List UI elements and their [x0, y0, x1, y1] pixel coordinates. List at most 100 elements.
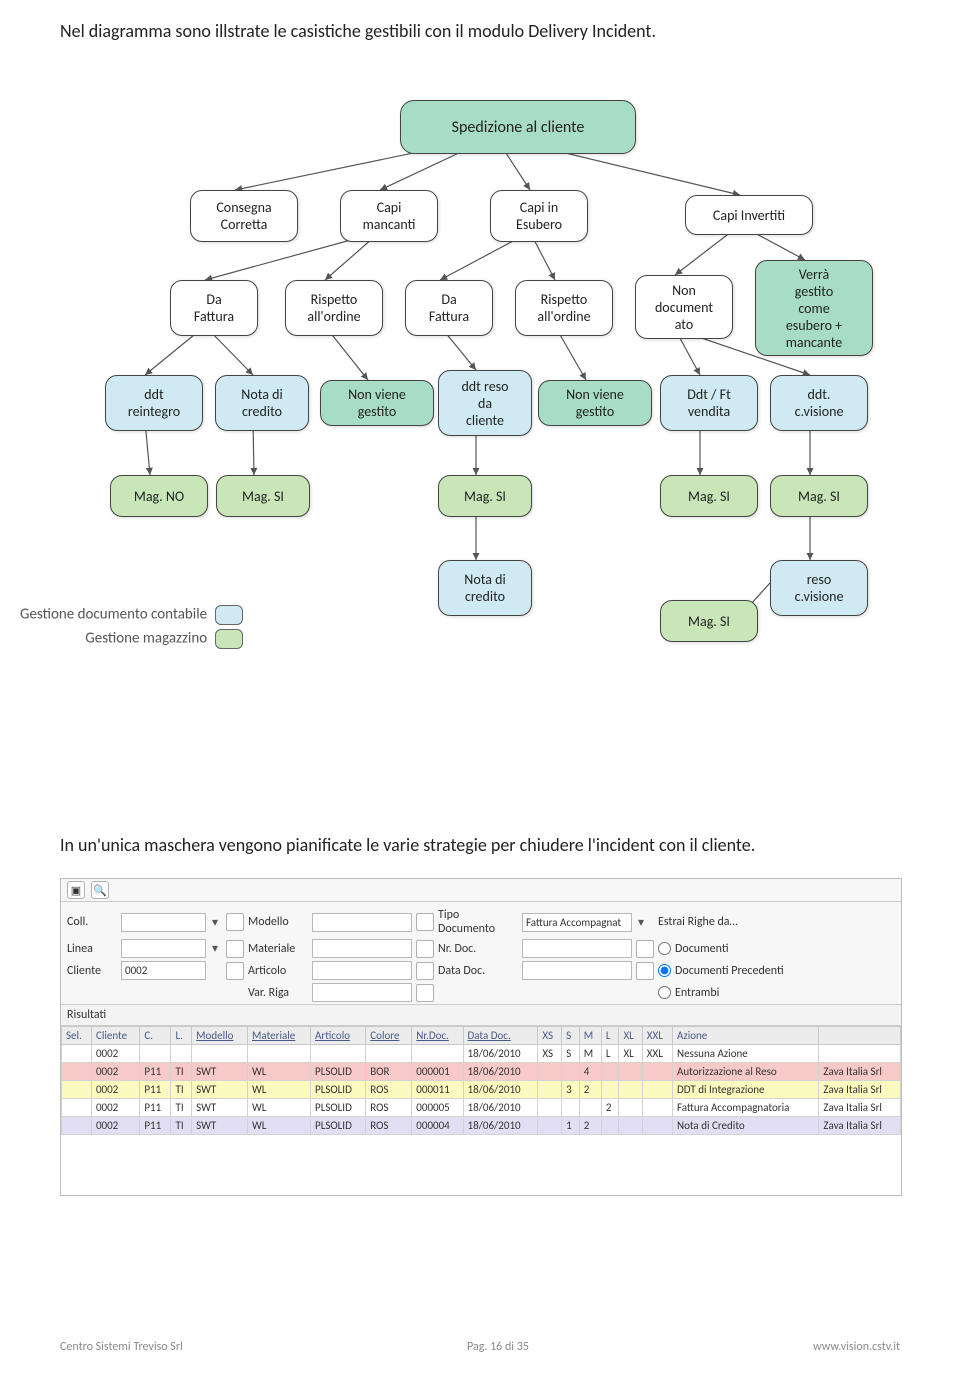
dd-coll[interactable]: ▾: [210, 915, 220, 930]
diagram-node: Capimancanti: [340, 190, 438, 242]
table-cell: DDT di Integrazione: [672, 1081, 818, 1099]
table-cell: [562, 1063, 580, 1081]
ic-datadoc[interactable]: [636, 962, 654, 980]
table-row[interactable]: 0002P11TISWTWLPLSOLIDBOR00000118/06/2010…: [62, 1063, 901, 1081]
diagram-node: Nota dicredito: [215, 375, 309, 431]
diagram-node: Mag. SI: [216, 475, 310, 517]
toolbar-icon-2[interactable]: 🔍: [91, 881, 109, 899]
table-cell: PLSOLID: [311, 1081, 366, 1099]
diagram-node: Mag. NO: [110, 475, 208, 517]
inp-coll[interactable]: [121, 913, 206, 932]
table-cell: TI: [171, 1063, 192, 1081]
inp-datadoc[interactable]: [522, 961, 632, 980]
table-cell: WL: [248, 1099, 311, 1117]
ic-nrdoc[interactable]: [636, 940, 654, 958]
diagram-node: Spedizione al cliente: [400, 100, 636, 154]
ic-coll[interactable]: [226, 913, 244, 931]
inp-tipodoc[interactable]: Fattura Accompagnat: [522, 913, 632, 932]
table-cell: P11: [140, 1117, 171, 1135]
ic-modello[interactable]: [416, 913, 434, 931]
table-cell: [619, 1063, 642, 1081]
inp-materiale[interactable]: [312, 939, 412, 958]
table-cell: [642, 1063, 672, 1081]
col-header[interactable]: [819, 1027, 901, 1045]
ic-linea[interactable]: [226, 940, 244, 958]
risultati-header: Risultati: [61, 1004, 901, 1026]
table-cell: [171, 1045, 192, 1063]
col-header[interactable]: C.: [140, 1027, 171, 1045]
table-cell: [619, 1081, 642, 1099]
table-cell: Nessuna Azione: [672, 1045, 818, 1063]
col-header[interactable]: L.: [171, 1027, 192, 1045]
ic-cliente[interactable]: [226, 962, 244, 980]
table-cell: [601, 1063, 619, 1081]
table-cell: [538, 1081, 562, 1099]
dd-tipodoc[interactable]: ▾: [636, 915, 646, 930]
table-cell: WL: [248, 1081, 311, 1099]
inp-cliente[interactable]: 0002: [121, 961, 206, 980]
inp-linea[interactable]: [121, 939, 206, 958]
table-cell: P11: [140, 1099, 171, 1117]
table-cell: [819, 1045, 901, 1063]
lbl-modello: Modello: [248, 915, 308, 929]
table-cell: 000004: [412, 1117, 463, 1135]
diagram-node: Non vienegestito: [538, 380, 652, 426]
table-cell: [538, 1099, 562, 1117]
col-header[interactable]: Data Doc.: [463, 1027, 538, 1045]
diagram-node: ddt resodacliente: [438, 370, 532, 436]
table-row[interactable]: 0002P11TISWTWLPLSOLIDROS00000518/06/2010…: [62, 1099, 901, 1117]
inp-modello[interactable]: [312, 913, 412, 932]
lbl-coll: Coll.: [67, 915, 117, 929]
lbl-materiale: Materiale: [248, 942, 308, 956]
table-cell: SWT: [192, 1081, 248, 1099]
col-header[interactable]: Nr.Doc.: [412, 1027, 463, 1045]
table-cell: 0002: [91, 1045, 139, 1063]
table-cell: P11: [140, 1063, 171, 1081]
col-header[interactable]: Azione: [672, 1027, 818, 1045]
table-cell: TI: [171, 1117, 192, 1135]
col-header[interactable]: Materiale: [248, 1027, 311, 1045]
col-header[interactable]: S: [562, 1027, 580, 1045]
col-header[interactable]: XXL: [642, 1027, 672, 1045]
ic-varriga[interactable]: [416, 984, 434, 1002]
page-footer: Centro Sistemi Treviso Srl Pag. 16 di 35…: [60, 1340, 900, 1354]
radio-entrambi[interactable]: Entrambi: [658, 986, 895, 1000]
ic-materiale[interactable]: [416, 940, 434, 958]
col-header[interactable]: L: [601, 1027, 619, 1045]
col-header[interactable]: XL: [619, 1027, 642, 1045]
lbl-nrdoc: Nr. Doc.: [438, 942, 518, 956]
lbl-linea: Linea: [67, 942, 117, 956]
dd-linea[interactable]: ▾: [210, 941, 220, 956]
results-table: Sel.ClienteC.L.ModelloMaterialeArticoloC…: [61, 1026, 901, 1135]
radio-documenti-prec[interactable]: Documenti Precedenti: [658, 964, 895, 978]
table-cell: Zava Italia Srl: [819, 1081, 901, 1099]
col-header[interactable]: Modello: [192, 1027, 248, 1045]
table-cell: [538, 1063, 562, 1081]
col-header[interactable]: Cliente: [91, 1027, 139, 1045]
col-header[interactable]: XS: [538, 1027, 562, 1045]
col-header[interactable]: Colore: [366, 1027, 412, 1045]
radio-documenti[interactable]: Documenti: [658, 942, 895, 956]
inp-varriga[interactable]: [312, 983, 412, 1002]
table-cell: P11: [140, 1081, 171, 1099]
table-cell: 000011: [412, 1081, 463, 1099]
table-cell: Zava Italia Srl: [819, 1063, 901, 1081]
table-cell: ROS: [366, 1117, 412, 1135]
table-cell: [62, 1063, 92, 1081]
table-cell: [412, 1045, 463, 1063]
legend-swatch-green: [215, 629, 243, 649]
diagram-node: Mag. SI: [660, 475, 758, 517]
inp-articolo[interactable]: [312, 961, 412, 980]
inp-nrdoc[interactable]: [522, 939, 632, 958]
col-header[interactable]: M: [579, 1027, 601, 1045]
table-row[interactable]: 0002P11TISWTWLPLSOLIDROS00001118/06/2010…: [62, 1081, 901, 1099]
toolbar-icon-1[interactable]: ▣: [67, 881, 85, 899]
table-cell: S: [562, 1045, 580, 1063]
table-row[interactable]: 000218/06/2010XSSMLXLXXLNessuna Azione: [62, 1045, 901, 1063]
table-row[interactable]: 0002P11TISWTWLPLSOLIDROS00000418/06/2010…: [62, 1117, 901, 1135]
col-header[interactable]: Sel.: [62, 1027, 92, 1045]
col-header[interactable]: Articolo: [311, 1027, 366, 1045]
ic-articolo[interactable]: [416, 962, 434, 980]
table-cell: 1: [562, 1117, 580, 1135]
table-cell: [366, 1045, 412, 1063]
